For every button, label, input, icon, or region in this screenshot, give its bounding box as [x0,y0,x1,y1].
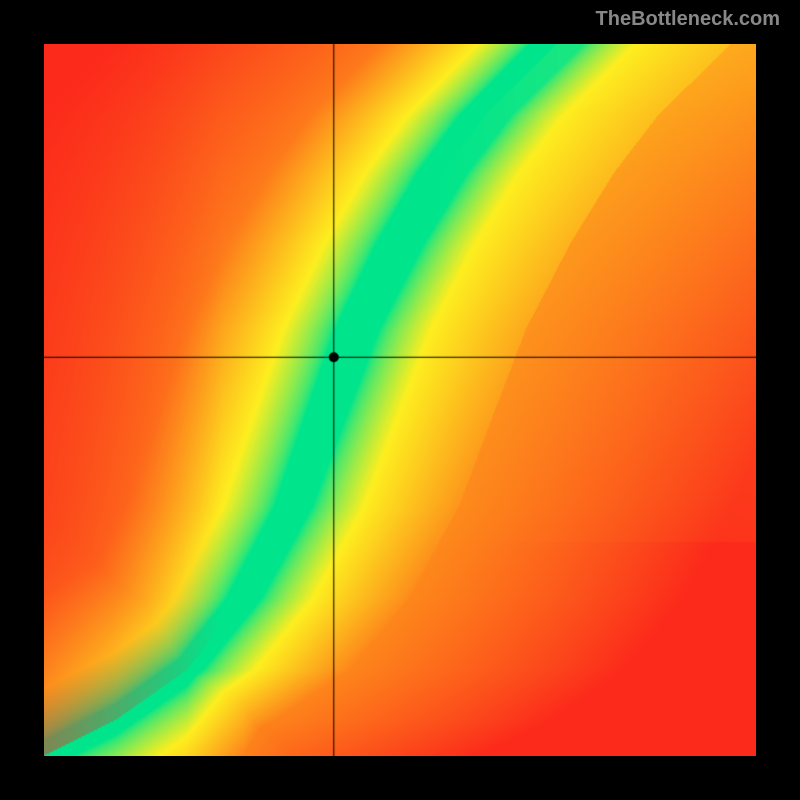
chart-container: TheBottleneck.com [0,0,800,800]
plot-area [44,44,756,756]
heatmap-canvas [44,44,756,756]
watermark-text: TheBottleneck.com [596,8,780,31]
